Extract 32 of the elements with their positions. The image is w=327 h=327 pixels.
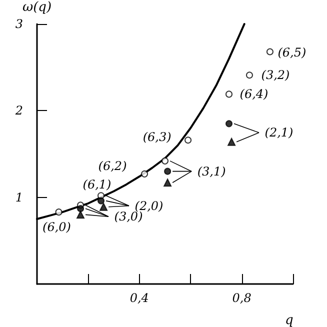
annotation: (3,1) [197,164,226,178]
point [228,138,236,146]
y-tick-label: 2 [14,104,23,118]
y-tick-label: 1 [15,190,23,204]
point [164,168,172,175]
annotation: (6,4) [240,87,269,102]
point [77,205,84,212]
point [98,197,104,204]
x-axis-title: q [285,313,294,327]
point [164,178,172,187]
annotation: (6,1) [82,178,112,192]
annotation: (2,0) [134,198,164,213]
point [246,72,253,79]
annotation: (6,0) [42,220,72,234]
y-tick-label: 3 [15,17,24,31]
point [184,136,192,144]
point [100,202,108,211]
y-axis-title: ω(q) [22,0,52,15]
point [55,208,62,216]
point [266,48,274,56]
annotation: (6,3) [142,130,172,144]
annotation: (2,1) [264,126,294,140]
x-tick-label: 0,4 [130,291,149,305]
point [141,170,148,178]
point [162,157,168,164]
annotation: (6,2) [98,158,128,173]
point [226,120,232,128]
annotation: (6,5) [278,46,306,60]
x-tick-label: 0,8 [232,291,252,305]
point [226,90,232,98]
annotation: (3,2) [261,68,290,82]
point [76,210,85,219]
